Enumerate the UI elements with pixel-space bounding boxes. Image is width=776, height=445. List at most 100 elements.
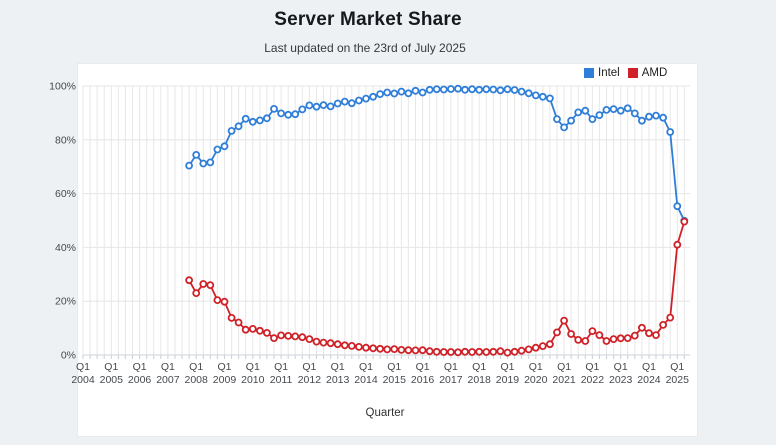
x-axis-label-quarter: Q1 — [614, 361, 628, 373]
intel-data-point — [659, 113, 667, 122]
amd-data-point — [602, 337, 611, 345]
intel-data-point — [354, 96, 363, 105]
intel-data-point — [333, 99, 342, 108]
x-axis-label-year: 2004 — [71, 374, 95, 386]
amd-data-point — [588, 327, 597, 336]
intel-data-point — [397, 87, 406, 96]
amd-data-point — [652, 331, 660, 340]
intel-data-point — [602, 106, 611, 114]
intel-data-point — [652, 111, 660, 120]
x-axis-label-year: 2024 — [637, 374, 661, 386]
amd-data-point — [411, 346, 420, 355]
amd-data-point — [241, 325, 250, 334]
amd-data-point — [461, 347, 469, 356]
amd-data-point — [517, 346, 526, 355]
intel-data-point — [616, 106, 625, 115]
y-axis-label: 100% — [49, 81, 76, 93]
amd-data-point — [376, 344, 385, 353]
x-axis-label-year: 2006 — [128, 374, 152, 386]
x-axis-label-quarter: Q1 — [161, 361, 175, 373]
amd-data-point — [248, 324, 257, 333]
amd-data-point — [199, 280, 208, 288]
intel-data-point — [446, 85, 455, 93]
intel-data-point — [411, 86, 420, 95]
amd-data-point — [489, 347, 498, 356]
x-axis-label-year: 2022 — [581, 374, 605, 386]
intel-data-point — [461, 85, 469, 94]
y-axis-label: 60% — [55, 188, 76, 200]
amd-data-point — [432, 347, 441, 356]
intel-data-point — [439, 85, 448, 94]
page-title: Server Market Share — [274, 9, 462, 30]
intel-data-point — [538, 92, 547, 101]
x-axis-label-quarter: Q1 — [133, 361, 147, 373]
intel-data-point — [673, 202, 682, 211]
amd-data-point — [347, 341, 356, 350]
legend-item-amd[interactable]: AMD — [627, 67, 667, 79]
intel-data-point — [298, 105, 307, 114]
x-axis-label-quarter: Q1 — [359, 361, 373, 373]
legend-item-intel[interactable]: Intel — [584, 67, 620, 79]
x-axis-label-year: 2013 — [326, 374, 350, 386]
intel-data-point — [496, 86, 505, 95]
intel-data-point — [503, 85, 512, 94]
intel-data-point — [666, 128, 675, 136]
amd-data-point — [185, 276, 194, 285]
page-subtitle: Last updated on the 23rd of July 2025 — [264, 41, 466, 55]
intel-data-point — [482, 85, 491, 94]
amd-data-point — [673, 240, 682, 249]
amd-data-point — [659, 320, 667, 329]
amd-data-point — [326, 339, 335, 348]
intel-data-point — [489, 85, 498, 94]
amd-data-point — [305, 335, 314, 344]
amd-data-point — [524, 345, 533, 354]
x-axis-label-year: 2009 — [213, 374, 237, 386]
amd-data-point — [333, 340, 342, 349]
x-axis-label-year: 2023 — [609, 374, 633, 386]
intel-data-point — [553, 115, 561, 123]
x-axis-label-quarter: Q1 — [529, 361, 543, 373]
x-axis-label-quarter: Q1 — [416, 361, 430, 373]
amd-data-point — [255, 326, 264, 335]
amd-data-point — [623, 334, 632, 343]
amd-data-point — [397, 345, 406, 354]
intel-data-point — [531, 91, 540, 100]
amd-data-point — [553, 328, 561, 337]
intel-data-point — [206, 158, 215, 167]
intel-data-point — [262, 114, 271, 123]
amd-data-point — [581, 337, 590, 345]
amd-data-point — [206, 281, 215, 290]
x-axis-label-quarter: Q1 — [302, 361, 316, 373]
x-axis-label-quarter: Q1 — [331, 361, 345, 373]
y-axis-label: 20% — [55, 296, 76, 308]
intel-legend-swatch-icon — [584, 68, 594, 78]
x-axis-label-quarter: Q1 — [274, 361, 288, 373]
amd-data-point — [595, 331, 604, 340]
amd-data-point — [482, 348, 491, 356]
amd-data-point — [666, 313, 675, 322]
amd-data-point — [213, 296, 222, 305]
amd-data-point — [383, 345, 392, 354]
x-axis-label-year: 2010 — [241, 374, 265, 386]
x-axis-label-year: 2016 — [411, 374, 435, 386]
intel-data-point — [255, 116, 264, 125]
amd-data-point — [277, 331, 286, 340]
amd-data-point — [567, 330, 575, 338]
amd-data-point — [510, 347, 519, 356]
intel-data-point — [376, 90, 385, 98]
amd-data-point — [312, 337, 321, 346]
intel-data-point — [192, 150, 201, 159]
x-axis-label-year: 2007 — [156, 374, 180, 386]
amd-data-point — [531, 343, 540, 352]
x-axis-label-year: 2012 — [298, 374, 322, 386]
amd-data-point — [630, 331, 639, 340]
amd-data-point — [616, 334, 625, 343]
x-axis-label-quarter: Q1 — [217, 361, 231, 373]
amd-data-point — [220, 297, 229, 306]
intel-data-point — [270, 105, 278, 113]
amd-data-point — [425, 347, 434, 356]
intel-data-point — [213, 145, 222, 154]
amd-data-point — [560, 316, 568, 325]
x-axis-label-year: 2018 — [467, 374, 491, 386]
amd-data-point — [546, 340, 554, 349]
